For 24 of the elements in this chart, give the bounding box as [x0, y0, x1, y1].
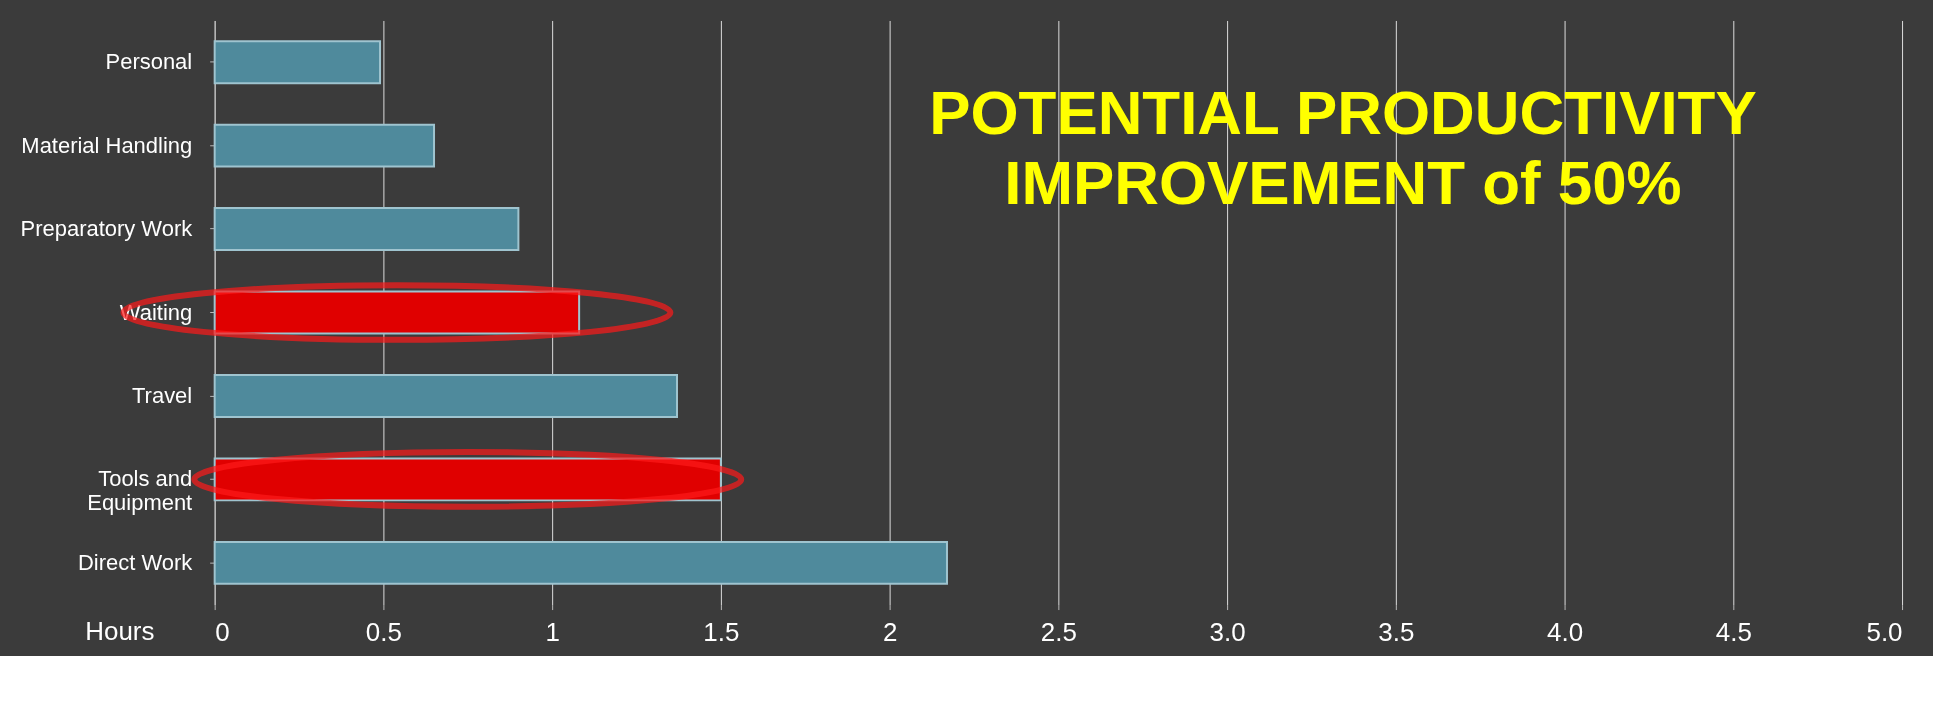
bar	[213, 374, 679, 418]
y-tick-label: Material Handling	[21, 132, 193, 158]
x-tick-label: 3.0	[1209, 618, 1246, 647]
y-tick-label: Tools and Equipment	[87, 466, 193, 516]
x-tick-label: 1.5	[703, 618, 740, 647]
x-tick-label: 0	[215, 618, 230, 647]
x-tick-label: 4.0	[1547, 618, 1584, 647]
bar	[213, 40, 382, 85]
x-tick-label: 2.5	[1040, 618, 1077, 647]
y-tick-label: Direct Work	[77, 549, 194, 575]
bar	[213, 540, 948, 585]
y-tick-label: Personal	[105, 49, 193, 75]
x-tick-label: 0.5	[365, 618, 402, 647]
x-tick-label: 3.5	[1378, 618, 1415, 647]
x-tick-label: 4.5	[1715, 618, 1752, 647]
x-tick-label: 5.0	[1866, 618, 1903, 647]
bar	[213, 290, 581, 335]
bar	[213, 123, 436, 168]
y-tick-label: Preparatory Work	[20, 216, 194, 242]
x-tick-label: 1	[545, 618, 560, 647]
x-tick-label: 2	[882, 618, 898, 647]
bar	[213, 207, 520, 252]
x-axis-title: Hours	[85, 616, 155, 645]
y-tick-label: Travel	[132, 382, 193, 408]
